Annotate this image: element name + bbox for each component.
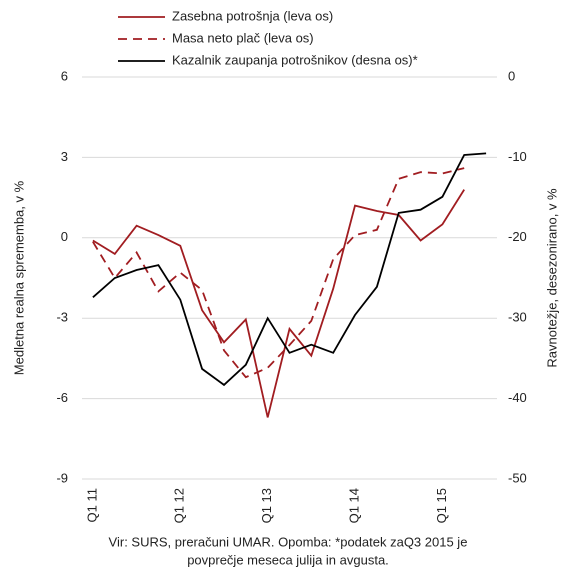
y2-tick-label: -10 — [508, 149, 527, 164]
x-tick-label: Q1 12 — [172, 488, 187, 523]
y-tick-label: 0 — [61, 229, 68, 244]
legend-label: Masa neto plač (leva os) — [172, 30, 314, 45]
y-tick-label: 6 — [61, 68, 68, 83]
series-line — [92, 189, 465, 418]
y2-tick-label: -50 — [508, 470, 527, 485]
y2-tick-label: 0 — [508, 68, 515, 83]
y2-tick-label: -40 — [508, 390, 527, 405]
y2-axis-title: Ravnotežje, desezonirano, v % — [544, 188, 559, 368]
y-tick-label: 3 — [61, 149, 68, 164]
y2-tick-label: -20 — [508, 229, 527, 244]
footnote: Vir: SURS, preračuni UMAR. Opomba: *poda… — [109, 534, 468, 549]
series-line — [92, 167, 465, 379]
y2-tick-label: -30 — [508, 310, 527, 325]
x-tick-label: Q1 15 — [434, 488, 449, 523]
x-tick-label: Q1 13 — [259, 488, 274, 523]
x-tick-label: Q1 14 — [346, 488, 361, 523]
y-tick-label: -9 — [56, 470, 68, 485]
legend-label: Kazalnik zaupanja potrošnikov (desna os)… — [172, 52, 418, 67]
y-tick-label: -6 — [56, 390, 68, 405]
y-tick-label: -3 — [56, 310, 68, 325]
y-axis-title: Medletna realna sprememba, v % — [11, 180, 26, 375]
x-tick-label: Q1 11 — [84, 488, 99, 522]
series-line — [92, 152, 487, 387]
legend-label: Zasebna potrošnja (leva os) — [172, 8, 333, 23]
footnote: povprečje meseca julija in avgusta. — [187, 552, 389, 567]
